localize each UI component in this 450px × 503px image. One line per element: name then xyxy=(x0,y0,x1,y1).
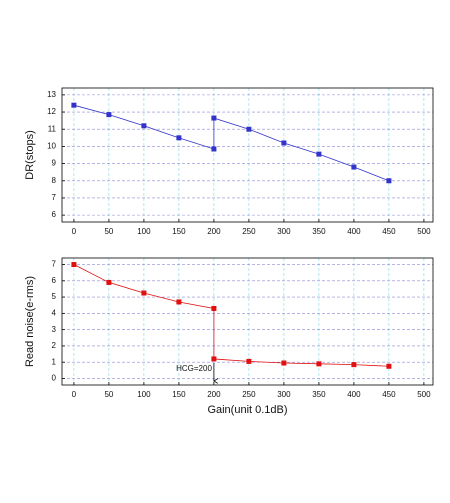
y-tick-label: 10 xyxy=(47,142,56,151)
marker xyxy=(211,356,217,362)
x-tick-label: 500 xyxy=(417,227,431,236)
marker xyxy=(386,178,392,184)
marker xyxy=(176,135,182,141)
y-tick-label: 13 xyxy=(47,90,56,99)
annotation: HCG=200 xyxy=(176,364,212,373)
plot-frame xyxy=(61,87,434,223)
marker xyxy=(211,146,217,152)
x-axis-label: Gain(unit 0.1dB) xyxy=(207,404,287,416)
marker xyxy=(386,363,392,369)
x-tick-label: 350 xyxy=(312,227,326,236)
x-tick-label: 300 xyxy=(277,390,291,399)
y-tick-label: 6 xyxy=(52,210,57,219)
marker xyxy=(106,279,112,285)
x-tick-label: 400 xyxy=(347,227,361,236)
marker xyxy=(316,151,322,157)
x-tick-label: 0 xyxy=(72,390,77,399)
y-tick-label: 6 xyxy=(52,276,57,285)
marker xyxy=(281,140,287,146)
x-tick-label: 200 xyxy=(207,227,221,236)
x-tick-label: 400 xyxy=(347,390,361,399)
x-tick-label: 500 xyxy=(417,390,431,399)
y-tick-label: 7 xyxy=(52,260,57,269)
marker xyxy=(351,362,357,368)
marker xyxy=(141,290,147,296)
y-tick-label: 11 xyxy=(48,124,57,133)
y-axis-label: Read noise(e-rms) xyxy=(24,276,36,367)
marker xyxy=(176,299,182,305)
x-tick-label: 50 xyxy=(104,390,113,399)
x-tick-label: 100 xyxy=(137,227,151,236)
x-tick-label: 250 xyxy=(242,390,256,399)
y-tick-label: 7 xyxy=(52,193,57,202)
marker xyxy=(351,164,357,170)
y-tick-label: 9 xyxy=(52,159,57,168)
x-tick-label: 200 xyxy=(207,390,221,399)
y-tick-label: 8 xyxy=(52,176,57,185)
x-tick-label: 150 xyxy=(172,227,186,236)
marker xyxy=(211,305,217,311)
x-tick-label: 300 xyxy=(277,227,291,236)
y-tick-label: 5 xyxy=(52,292,57,301)
x-tick-label: 150 xyxy=(172,390,186,399)
marker xyxy=(106,112,112,118)
marker xyxy=(211,115,217,121)
marker xyxy=(281,360,287,366)
marker xyxy=(141,123,147,129)
x-tick-label: 450 xyxy=(382,227,396,236)
y-tick-label: 3 xyxy=(52,325,57,334)
y-tick-label: 4 xyxy=(52,308,57,317)
y-tick-label: 2 xyxy=(52,341,57,350)
x-tick-label: 0 xyxy=(72,227,77,236)
marker xyxy=(71,102,77,108)
marker xyxy=(246,358,252,364)
line xyxy=(73,264,389,367)
marker xyxy=(246,126,252,132)
plot-frame xyxy=(61,257,434,386)
x-tick-label: 250 xyxy=(242,227,256,236)
x-tick-label: 50 xyxy=(104,227,113,236)
y-tick-label: 12 xyxy=(47,107,56,116)
y-axis-label: DR(stops) xyxy=(24,130,36,180)
x-tick-label: 450 xyxy=(382,390,396,399)
line xyxy=(73,104,390,182)
marker xyxy=(71,262,77,268)
marker xyxy=(316,361,322,367)
y-tick-label: 1 xyxy=(52,357,57,366)
x-tick-label: 100 xyxy=(137,390,151,399)
y-tick-label: 0 xyxy=(52,374,57,383)
x-tick-label: 350 xyxy=(312,390,326,399)
